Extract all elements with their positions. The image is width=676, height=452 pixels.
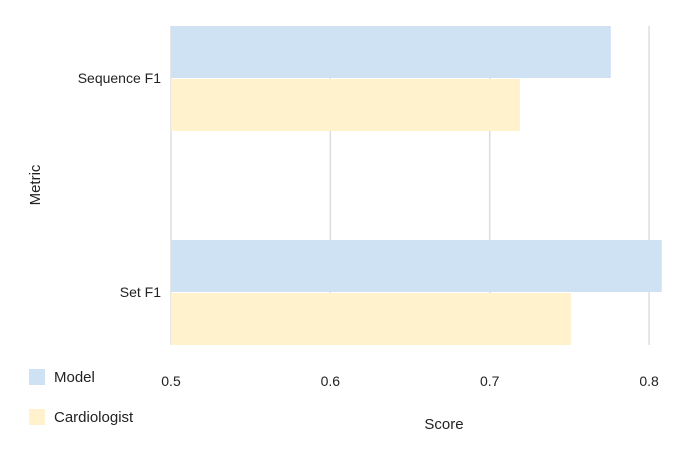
x-tick-label: 0.5	[161, 373, 181, 389]
x-tick-label: 0.7	[480, 373, 500, 389]
x-tick-labels: 0.5 0.6 0.7 0.8	[161, 373, 659, 389]
bar-cardiologist-sequence-f1	[171, 79, 520, 131]
x-tick-label: 0.6	[321, 373, 341, 389]
bar-model-sequence-f1	[171, 26, 611, 78]
x-tick-label: 0.8	[639, 373, 659, 389]
y-axis-label: Metric	[27, 164, 44, 205]
x-axis-label: Score	[424, 416, 463, 433]
y-tick-label: Set F1	[120, 284, 161, 300]
legend-swatch	[29, 409, 45, 425]
legend-label: Model	[54, 369, 95, 386]
bar-model-set-f1	[171, 240, 662, 292]
legend-item: Model	[29, 369, 95, 386]
bar-cardiologist-set-f1	[171, 293, 571, 345]
legend-swatch	[29, 369, 45, 385]
legend: Model Cardiologist	[29, 369, 134, 426]
y-tick-label: Sequence F1	[78, 70, 161, 86]
legend-item: Cardiologist	[29, 409, 134, 426]
bars	[171, 26, 662, 345]
legend-label: Cardiologist	[54, 409, 134, 426]
y-tick-labels: Sequence F1 Set F1	[78, 70, 162, 300]
